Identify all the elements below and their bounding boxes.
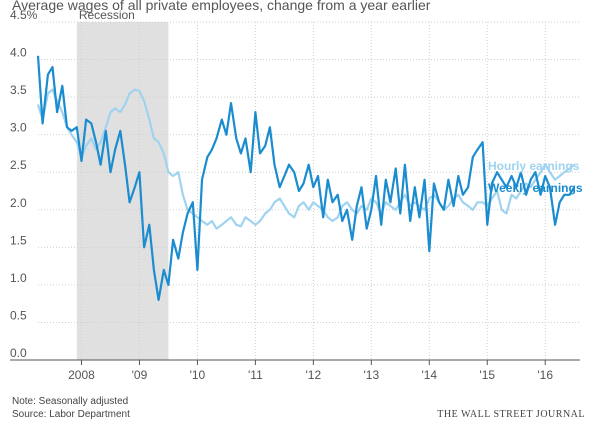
chart-title: Average wages of all private employees, … xyxy=(12,0,431,13)
series-line-hourly-earnings xyxy=(36,88,575,230)
y-tick-label: 3.5 xyxy=(10,83,27,97)
y-tick-label: 4.5% xyxy=(10,8,38,22)
y-tick-label: 4.0 xyxy=(10,46,27,60)
y-tick-label: 0.0 xyxy=(10,346,27,360)
x-tick-label: 2008 xyxy=(68,368,95,382)
x-tick-label: '11 xyxy=(248,368,263,382)
x-tick-label: '12 xyxy=(306,368,322,382)
x-tick-label: '10 xyxy=(190,368,206,382)
x-tick-label: '09 xyxy=(132,368,148,382)
publisher-text: THE WALL STREET JOURNAL xyxy=(437,409,585,420)
x-tick-label: '13 xyxy=(363,368,379,382)
source-text: Source: Labor Department xyxy=(12,409,130,420)
note-text: Note: Seasonally adjusted xyxy=(12,396,128,407)
x-tick-label: '14 xyxy=(421,368,437,382)
recession-band xyxy=(76,22,169,360)
series-label-weekly-earnings: Weekly earnings xyxy=(488,181,583,195)
series-line-weekly-earnings xyxy=(36,55,576,301)
series-label-hourly-earnings: Hourly earnings xyxy=(488,159,580,173)
y-tick-label: 3.0 xyxy=(10,121,27,135)
x-tick-label: '15 xyxy=(479,368,495,382)
x-tick-label: '16 xyxy=(537,368,553,382)
recession-label: Recession xyxy=(79,8,135,22)
y-tick-label: 1.0 xyxy=(10,271,27,285)
y-tick-label: 2.5 xyxy=(10,158,27,172)
y-tick-label: 2.0 xyxy=(10,196,27,210)
y-tick-label: 0.5 xyxy=(10,308,27,322)
y-tick-label: 1.5 xyxy=(10,233,27,247)
